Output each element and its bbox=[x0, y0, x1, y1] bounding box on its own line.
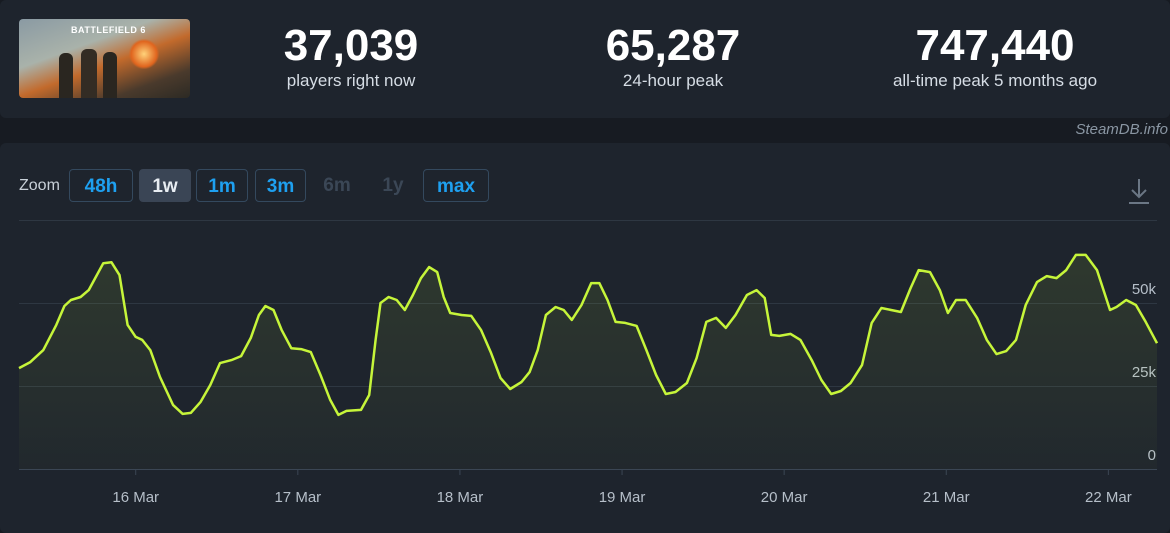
zoom-button[interactable]: max bbox=[423, 169, 489, 202]
zoom-button: 6m bbox=[323, 175, 351, 196]
stat-value: 65,287 bbox=[605, 21, 741, 70]
stat-label: players right now bbox=[286, 71, 416, 90]
download-icon[interactable] bbox=[1129, 179, 1149, 204]
zoom-button: 1y bbox=[382, 175, 404, 196]
x-tick-label: 19 Mar bbox=[599, 489, 646, 506]
x-tick-label: 20 Mar bbox=[761, 489, 808, 506]
soldier bbox=[103, 52, 117, 98]
download-glyph bbox=[1129, 179, 1149, 204]
zoom-button[interactable]: 1m bbox=[196, 169, 248, 202]
soldier bbox=[81, 49, 97, 98]
game-image: BATTLEFIELD 6 bbox=[19, 19, 190, 98]
stat-label: all-time peak 5 months ago bbox=[892, 71, 1098, 90]
stats-panel: BATTLEFIELD 6 37,039 players right now 65… bbox=[0, 0, 1170, 118]
zoom-button[interactable]: 1w bbox=[139, 169, 191, 202]
game-title: BATTLEFIELD 6 bbox=[71, 25, 146, 35]
watermark: SteamDB.info bbox=[1075, 121, 1168, 138]
zoom-label: Zoom bbox=[19, 177, 60, 194]
x-tick-label: 17 Mar bbox=[274, 489, 321, 506]
y-tick-label: 50k bbox=[1132, 281, 1157, 298]
x-tick-label: 18 Mar bbox=[437, 489, 484, 506]
soldier bbox=[59, 53, 73, 98]
stat: 747,440 all-time peak 5 months ago bbox=[845, 22, 1145, 92]
stat-value: 37,039 bbox=[283, 21, 419, 70]
x-tick-label: 21 Mar bbox=[923, 489, 970, 506]
line bbox=[18, 253, 1159, 417]
x-tick-label: 22 Mar bbox=[1085, 489, 1132, 506]
stat: 65,287 24-hour peak bbox=[523, 22, 823, 92]
zoom-button[interactable]: 3m bbox=[255, 169, 306, 202]
x-tick-label: 16 Mar bbox=[112, 489, 159, 506]
stat-value: 747,440 bbox=[915, 21, 1075, 70]
stat-label: 24-hour peak bbox=[622, 71, 724, 90]
area bbox=[19, 254, 1157, 469]
zoom-button[interactable]: 48h bbox=[69, 169, 133, 202]
stat: 37,039 players right now bbox=[201, 22, 501, 92]
explosion bbox=[129, 39, 159, 69]
